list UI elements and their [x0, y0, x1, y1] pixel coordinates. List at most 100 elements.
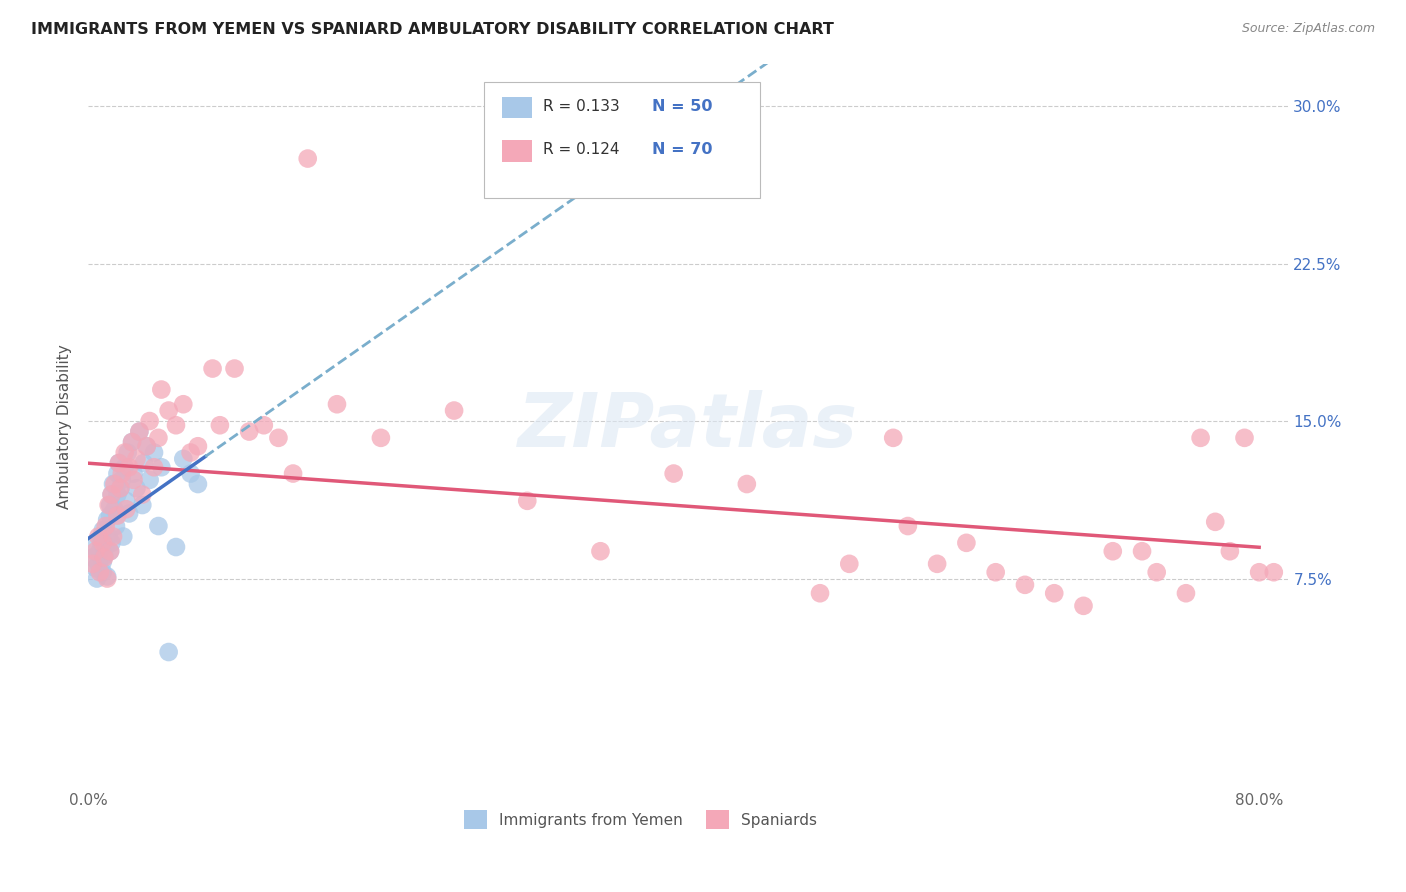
- Point: [1101, 544, 1123, 558]
- Point: [180, 445, 202, 459]
- Point: [326, 397, 349, 411]
- Point: [122, 473, 145, 487]
- Point: [84, 544, 107, 558]
- Point: [98, 498, 121, 512]
- Point: [96, 513, 118, 527]
- Point: [150, 383, 173, 397]
- Text: Source: ZipAtlas.com: Source: ZipAtlas.com: [1241, 22, 1375, 36]
- Point: [118, 460, 141, 475]
- Point: [91, 523, 114, 537]
- Point: [897, 519, 920, 533]
- Point: [108, 456, 131, 470]
- Point: [267, 431, 290, 445]
- Point: [97, 498, 120, 512]
- Point: [143, 460, 166, 475]
- Point: [238, 425, 260, 439]
- Text: R = 0.133: R = 0.133: [543, 99, 620, 113]
- Point: [82, 557, 104, 571]
- Point: [86, 572, 108, 586]
- Point: [107, 487, 129, 501]
- Point: [180, 467, 202, 481]
- Point: [131, 487, 153, 501]
- Point: [107, 467, 129, 481]
- Point: [107, 508, 129, 523]
- FancyBboxPatch shape: [502, 140, 533, 161]
- Y-axis label: Ambulatory Disability: Ambulatory Disability: [58, 344, 72, 508]
- Point: [1219, 544, 1241, 558]
- Point: [138, 473, 160, 487]
- Text: N = 50: N = 50: [652, 99, 713, 113]
- Point: [121, 435, 143, 450]
- Point: [97, 529, 120, 543]
- Point: [110, 481, 132, 495]
- Point: [96, 569, 118, 583]
- Point: [111, 473, 134, 487]
- Point: [838, 557, 860, 571]
- Point: [91, 566, 114, 580]
- Point: [1189, 431, 1212, 445]
- Point: [882, 431, 904, 445]
- Point: [224, 361, 246, 376]
- Point: [443, 403, 465, 417]
- Point: [1175, 586, 1198, 600]
- Point: [96, 572, 118, 586]
- Point: [150, 460, 173, 475]
- Point: [1130, 544, 1153, 558]
- Point: [101, 477, 124, 491]
- Point: [89, 566, 111, 580]
- Point: [808, 586, 831, 600]
- Point: [148, 519, 170, 533]
- Point: [83, 540, 105, 554]
- Point: [208, 418, 231, 433]
- Point: [131, 498, 153, 512]
- Point: [281, 467, 304, 481]
- Text: IMMIGRANTS FROM YEMEN VS SPANIARD AMBULATORY DISABILITY CORRELATION CHART: IMMIGRANTS FROM YEMEN VS SPANIARD AMBULA…: [31, 22, 834, 37]
- Point: [1233, 431, 1256, 445]
- Point: [148, 431, 170, 445]
- Point: [87, 557, 110, 571]
- Point: [90, 529, 112, 543]
- Point: [370, 431, 392, 445]
- Point: [128, 425, 150, 439]
- Point: [297, 152, 319, 166]
- Point: [112, 529, 135, 543]
- Legend: Immigrants from Yemen, Spaniards: Immigrants from Yemen, Spaniards: [458, 805, 823, 835]
- Point: [135, 439, 157, 453]
- Point: [115, 502, 138, 516]
- Point: [108, 456, 131, 470]
- Point: [1204, 515, 1226, 529]
- Point: [93, 550, 115, 565]
- Point: [165, 418, 187, 433]
- Point: [110, 481, 132, 495]
- Point: [91, 536, 114, 550]
- FancyBboxPatch shape: [502, 96, 533, 119]
- Point: [125, 481, 148, 495]
- Point: [187, 477, 209, 491]
- Point: [516, 493, 538, 508]
- Text: R = 0.124: R = 0.124: [543, 142, 620, 157]
- Point: [662, 467, 685, 481]
- Point: [104, 519, 127, 533]
- Point: [115, 493, 138, 508]
- Point: [82, 550, 104, 565]
- Point: [94, 538, 117, 552]
- Point: [589, 544, 612, 558]
- Text: N = 70: N = 70: [652, 142, 713, 157]
- Point: [1014, 578, 1036, 592]
- Point: [984, 566, 1007, 580]
- Point: [100, 536, 122, 550]
- Point: [165, 540, 187, 554]
- Point: [90, 536, 112, 550]
- Point: [187, 439, 209, 453]
- Point: [111, 467, 134, 481]
- Point: [103, 477, 125, 491]
- Point: [121, 435, 143, 450]
- Point: [128, 425, 150, 439]
- Point: [98, 508, 121, 523]
- Point: [103, 502, 125, 516]
- Point: [1043, 586, 1066, 600]
- Point: [172, 397, 194, 411]
- Point: [101, 529, 124, 543]
- Point: [1263, 566, 1285, 580]
- Point: [84, 561, 107, 575]
